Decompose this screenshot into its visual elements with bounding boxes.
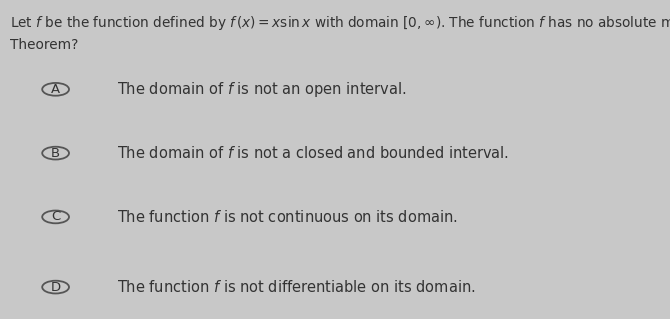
Text: D: D [50,281,61,293]
Text: The domain of $f$ is not an open interval.: The domain of $f$ is not an open interva… [117,80,407,99]
Text: The domain of $f$ is not a closed and bounded interval.: The domain of $f$ is not a closed and bo… [117,145,509,161]
Text: Theorem?: Theorem? [10,38,78,52]
Text: The function $f$ is not differentiable on its domain.: The function $f$ is not differentiable o… [117,279,476,295]
Text: A: A [51,83,60,96]
Text: Let $f$ be the function defined by $f\,(x) = x\sin x$ with domain $[0, \infty)$.: Let $f$ be the function defined by $f\,(… [10,14,670,32]
Text: B: B [51,147,60,160]
Text: C: C [51,211,60,223]
Text: The function $f$ is not continuous on its domain.: The function $f$ is not continuous on it… [117,209,458,225]
